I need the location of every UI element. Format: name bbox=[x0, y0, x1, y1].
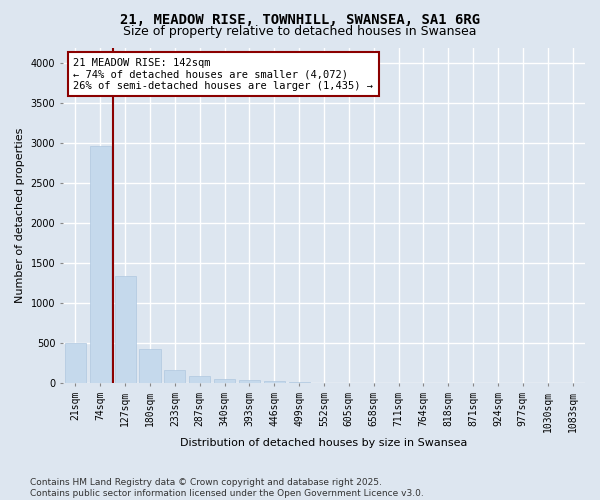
Y-axis label: Number of detached properties: Number of detached properties bbox=[15, 128, 25, 303]
Bar bbox=[115, 276, 136, 383]
Text: Contains HM Land Registry data © Crown copyright and database right 2025.
Contai: Contains HM Land Registry data © Crown c… bbox=[30, 478, 424, 498]
Bar bbox=[263, 381, 285, 383]
Bar bbox=[65, 343, 86, 383]
Bar bbox=[239, 380, 260, 383]
Text: Size of property relative to detached houses in Swansea: Size of property relative to detached ho… bbox=[123, 25, 477, 38]
Text: 21 MEADOW RISE: 142sqm
← 74% of detached houses are smaller (4,072)
26% of semi-: 21 MEADOW RISE: 142sqm ← 74% of detached… bbox=[73, 58, 373, 91]
Bar bbox=[89, 146, 111, 383]
Bar bbox=[189, 376, 210, 383]
Bar bbox=[164, 370, 185, 383]
Bar bbox=[139, 349, 161, 383]
Text: 21, MEADOW RISE, TOWNHILL, SWANSEA, SA1 6RG: 21, MEADOW RISE, TOWNHILL, SWANSEA, SA1 … bbox=[120, 12, 480, 26]
X-axis label: Distribution of detached houses by size in Swansea: Distribution of detached houses by size … bbox=[180, 438, 467, 448]
Bar bbox=[214, 379, 235, 383]
Bar bbox=[289, 382, 310, 383]
